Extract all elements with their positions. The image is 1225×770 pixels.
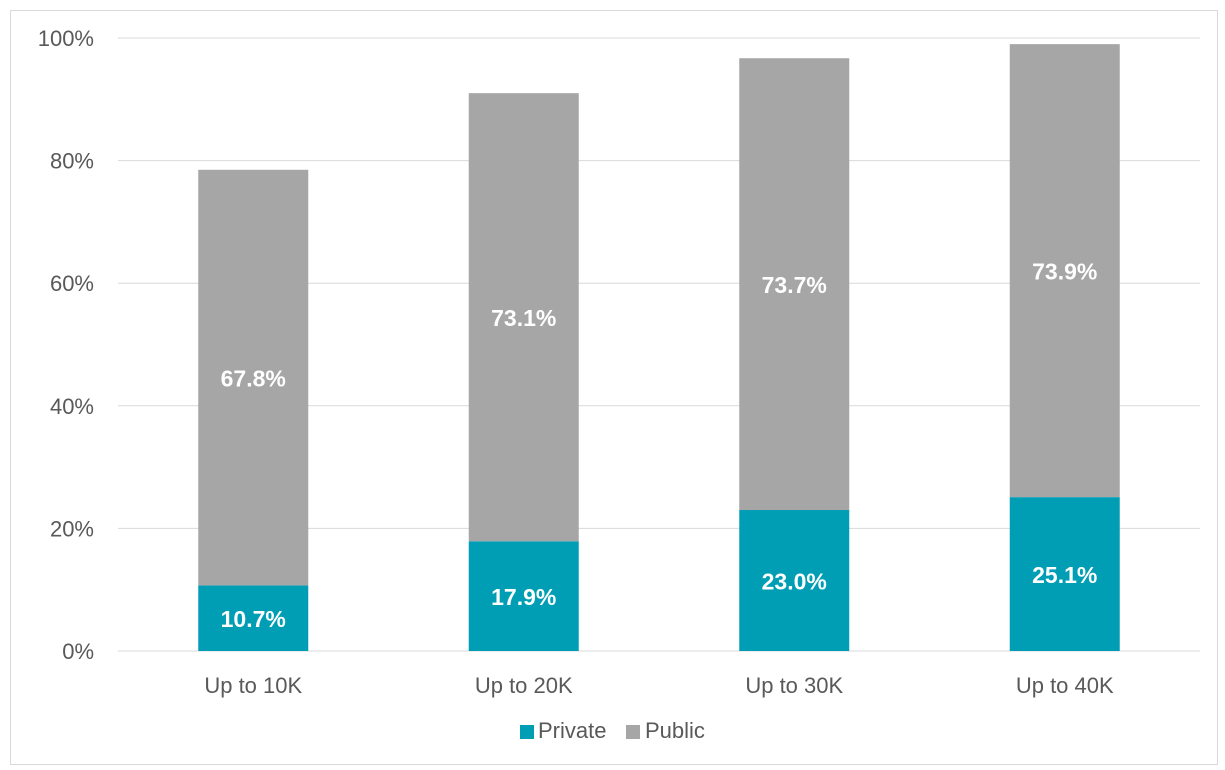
x-tick-label-1: Up to 10K xyxy=(204,673,302,698)
y-tick-label-100: 100% xyxy=(38,26,94,51)
data-label-private-1: 10.7% xyxy=(221,606,286,632)
data-label-public-2: 73.1% xyxy=(491,305,556,331)
data-label-public-3: 73.7% xyxy=(762,272,827,298)
bar-private-4 xyxy=(1009,497,1120,651)
y-tick-label-60: 60% xyxy=(50,271,94,296)
legend-label-private: Private xyxy=(538,718,606,743)
bar-public-3 xyxy=(739,58,850,511)
y-tick-label-0: 0% xyxy=(62,639,94,664)
bar-public-4 xyxy=(1009,44,1120,498)
bar-private-3 xyxy=(739,510,850,651)
legend-label-public: Public xyxy=(645,718,705,743)
x-tick-label-2: Up to 20K xyxy=(475,673,573,698)
x-tick-label-4: Up to 40K xyxy=(1016,673,1114,698)
bar-public-1 xyxy=(198,169,309,586)
bar-private-1 xyxy=(198,585,309,651)
y-tick-label-80: 80% xyxy=(50,149,94,174)
data-label-private-4: 25.1% xyxy=(1032,562,1097,588)
data-label-public-4: 73.9% xyxy=(1032,259,1097,285)
y-tick-label-40: 40% xyxy=(50,394,94,419)
data-label-public-1: 67.8% xyxy=(221,366,286,392)
data-label-private-3: 23.0% xyxy=(762,569,827,595)
data-label-private-2: 17.9% xyxy=(491,584,556,610)
legend-swatch-private xyxy=(520,725,534,739)
y-tick-label-20: 20% xyxy=(50,516,94,541)
x-tick-label-3: Up to 30K xyxy=(745,673,843,698)
legend-swatch-public xyxy=(626,725,640,739)
bar-public-2 xyxy=(468,93,579,542)
bar-private-2 xyxy=(468,541,579,651)
